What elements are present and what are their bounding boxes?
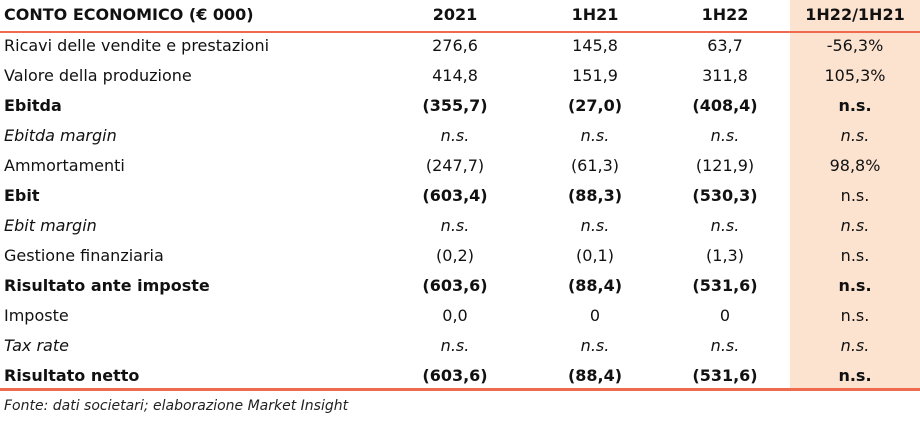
row-label: Risultato ante imposte	[4, 276, 210, 295]
value-cell: n.s.	[838, 96, 872, 115]
header-rule	[0, 31, 920, 33]
bottom-rule	[0, 388, 920, 391]
value-cell: (121,9)	[695, 156, 755, 175]
row-label: Ebit margin	[4, 216, 97, 235]
row-label: Risultato netto	[4, 366, 140, 385]
value-cell: n.s.	[440, 216, 470, 235]
value-cell: n.s.	[580, 126, 610, 145]
value-cell: (61,3)	[570, 156, 620, 175]
value-cell: 0	[589, 306, 601, 325]
value-cell: 276,6	[432, 36, 478, 55]
row-label: Ebit	[4, 186, 40, 205]
row-label: Valore della produzione	[4, 66, 192, 85]
value-cell: -56,3%	[826, 36, 884, 55]
value-cell: (1,3)	[706, 246, 744, 265]
value-cell: n.s.	[840, 336, 870, 355]
value-cell: n.s.	[580, 336, 610, 355]
value-cell: n.s.	[840, 246, 870, 265]
footer: Fonte: dati societari; elaborazione Mark…	[4, 398, 349, 414]
value-cell: (88,3)	[567, 186, 623, 205]
header-cell: 2021	[432, 5, 478, 24]
value-cell: (88,4)	[567, 366, 623, 385]
value-cell: n.s.	[840, 126, 870, 145]
value-cell: n.s.	[838, 366, 872, 385]
value-cell: 0,0	[442, 306, 468, 325]
value-cell: (531,6)	[692, 366, 758, 385]
value-cell: 311,8	[702, 66, 748, 85]
row-label: Tax rate	[4, 336, 69, 355]
row-label: Ricavi delle vendite e prestazioni	[4, 36, 270, 55]
value-cell: (0,1)	[576, 246, 614, 265]
value-cell: 151,9	[572, 66, 618, 85]
row-label: Gestione finanziaria	[4, 246, 164, 265]
value-cell: n.s.	[580, 216, 610, 235]
header-cell: 1H21	[571, 5, 619, 24]
header-cell: 1H22	[701, 5, 749, 24]
value-cell: (355,7)	[422, 96, 488, 115]
value-cell: n.s.	[710, 336, 740, 355]
value-cell: 145,8	[572, 36, 618, 55]
value-cell: n.s.	[440, 126, 470, 145]
value-cell: (0,2)	[436, 246, 474, 265]
row-label: Imposte	[4, 306, 69, 325]
row-label: Ebitda	[4, 96, 62, 115]
value-cell: n.s.	[710, 216, 740, 235]
value-cell: 98,8%	[829, 156, 881, 175]
value-cell: (408,4)	[692, 96, 758, 115]
value-cell: 63,7	[707, 36, 743, 55]
value-cell: (603,6)	[422, 276, 488, 295]
value-cell: 414,8	[432, 66, 478, 85]
value-cell: (603,6)	[422, 366, 488, 385]
value-cell: n.s.	[838, 276, 872, 295]
row-label: Ebitda margin	[4, 126, 117, 145]
value-cell: 0	[719, 306, 731, 325]
header-cell: CONTO ECONOMICO (€ 000)	[4, 5, 254, 24]
value-cell: (530,3)	[692, 186, 758, 205]
value-cell: (247,7)	[425, 156, 485, 175]
value-cell: (531,6)	[692, 276, 758, 295]
value-cell: n.s.	[840, 186, 870, 205]
value-cell: n.s.	[840, 306, 870, 325]
value-cell: n.s.	[840, 216, 870, 235]
highlight-column	[790, 0, 920, 388]
row-label: Ammortamenti	[4, 156, 125, 175]
value-cell: 105,3%	[824, 66, 886, 85]
value-cell: (88,4)	[567, 276, 623, 295]
value-cell: (27,0)	[567, 96, 623, 115]
value-cell: n.s.	[440, 336, 470, 355]
value-cell: n.s.	[710, 126, 740, 145]
value-cell: (603,4)	[422, 186, 488, 205]
header-cell: 1H22/1H21	[805, 5, 905, 24]
